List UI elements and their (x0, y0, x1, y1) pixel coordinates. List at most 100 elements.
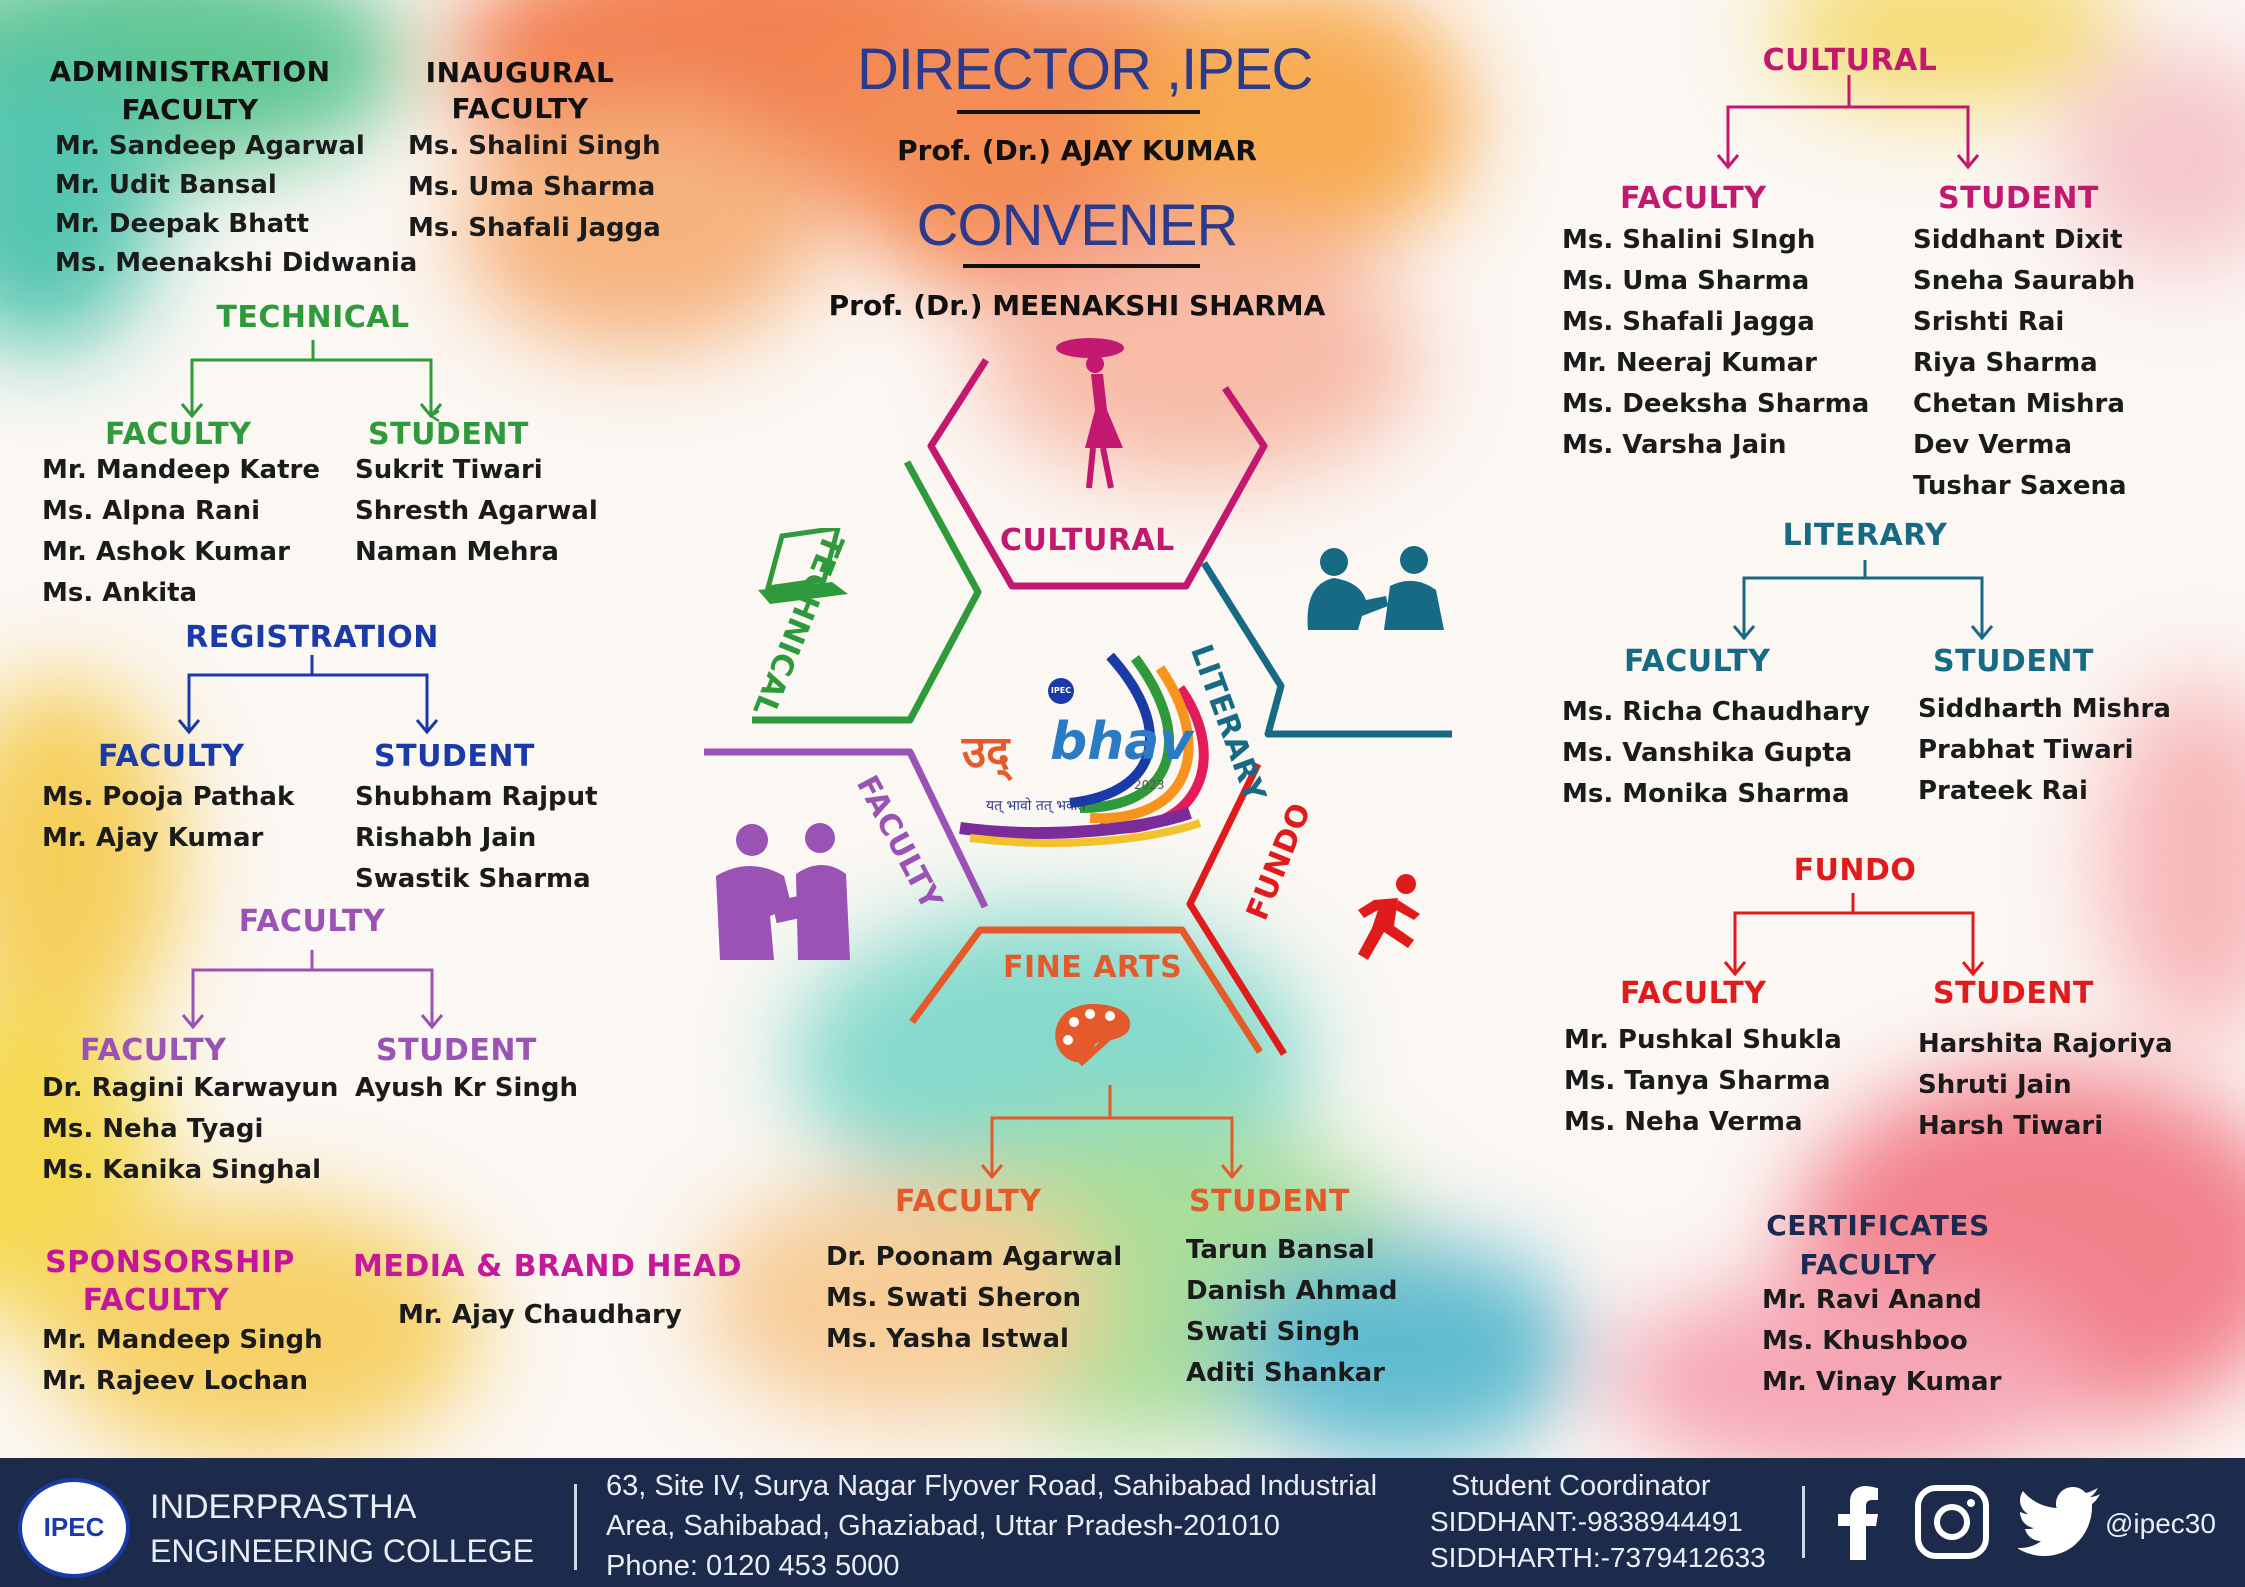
literary-student-list: Siddharth Mishra Prabhat Tiwari Prateek … (1918, 689, 2171, 812)
list-item: Srishti Rai (1913, 307, 2065, 337)
admin-list: Mr. Sandeep Agarwal Mr. Udit Bansal Mr. … (55, 126, 417, 282)
list-item: Mr. Ajay Chaudhary (398, 1300, 682, 1330)
faculty-committee-faculty-list: Dr. Ragini Karwayun Ms. Neha Tyagi Ms. K… (42, 1068, 338, 1191)
cultural-faculty-list: Ms. Shalini SIngh Ms. Uma Sharma Ms. Sha… (1562, 220, 1869, 466)
list-item: Ms. Uma Sharma (1562, 266, 1810, 296)
list-item: Ms. Pooja Pathak (42, 782, 295, 812)
list-item: Mr. Neeraj Kumar (1562, 348, 1817, 378)
list-item: Ms. Khushboo (1762, 1326, 1968, 1356)
list-item: Shubham Rajput (355, 782, 598, 812)
list-item: Mr. Sandeep Agarwal (55, 131, 365, 161)
faculty-committee-student-label: STUDENT (376, 1033, 537, 1068)
facebook-icon[interactable] (1836, 1484, 1880, 1560)
ipec-logo-text: IPEC (43, 1512, 105, 1542)
registration-student-label: STUDENT (374, 739, 535, 774)
fundo-student-label: STUDENT (1933, 976, 2094, 1011)
dancer-icon (1056, 338, 1124, 489)
list-item: Ms. Varsha Jain (1562, 430, 1787, 460)
technical-student-list: Sukrit Tiwari Shresth Agarwal Naman Mehr… (355, 450, 598, 573)
list-item: Ms. Richa Chaudhary (1562, 697, 1870, 727)
fundo-title: FUNDO (1793, 853, 1917, 888)
list-item: Dr. Poonam Agarwal (826, 1242, 1123, 1272)
list-item: Aditi Shankar (1186, 1358, 1385, 1388)
logo-swirl-graphic (959, 652, 1209, 847)
certificates-subtitle: FACULTY (1799, 1248, 1937, 1281)
logo-word-hindi: उद् (962, 727, 1010, 778)
color-splash-background (0, 0, 2245, 1460)
fundo-faculty-label: FACULTY (1620, 976, 1767, 1011)
hex-label-cultural: CULTURAL (1000, 523, 1175, 558)
hex-label-fine-arts: FINE ARTS (1003, 950, 1183, 985)
list-item: Ms. Neha Verma (1564, 1107, 1803, 1137)
registration-faculty-list: Ms. Pooja Pathak Mr. Ajay Kumar (42, 777, 294, 859)
list-item: Siddhant Dixit (1913, 225, 2123, 255)
palette-icon (1055, 1004, 1131, 1067)
list-item: Shruti Jain (1918, 1070, 2072, 1100)
director-title: DIRECTOR ,IPEC (857, 37, 1313, 102)
technical-faculty-list: Mr. Mandeep Katre Ms. Alpna Rani Mr. Ash… (42, 450, 320, 614)
registration-faculty-label: FACULTY (98, 739, 245, 774)
logo-year: 2023 (1134, 778, 1165, 792)
list-item: Sukrit Tiwari (355, 455, 543, 485)
list-item: Mr. Mandeep Singh (42, 1325, 323, 1355)
list-item: Ms. Vanshika Gupta (1562, 738, 1853, 768)
list-item: Swastik Sharma (355, 864, 591, 894)
faculty-committee-student-list: Ayush Kr Singh (355, 1068, 578, 1109)
list-item: Ms. Neha Tyagi (42, 1114, 264, 1144)
college-name-line2: ENGINEERING COLLEGE (150, 1533, 535, 1569)
address-line1: 63, Site IV, Surya Nagar Flyover Road, S… (606, 1470, 1378, 1502)
faculty-committee-faculty-label: FACULTY (80, 1033, 227, 1068)
media-list: Mr. Ajay Chaudhary (398, 1295, 682, 1336)
list-item: Dev Verma (1913, 430, 2073, 460)
technical-student-label: STUDENT (368, 417, 529, 452)
coordinator-1: SIDDHANT:-9838944491 (1430, 1506, 1743, 1537)
list-item: Ms. Shafali Jagga (1562, 307, 1815, 337)
list-item: Ms. Alpna Rani (42, 496, 261, 526)
logo-tagline: यत् भावो तत् भवति (986, 798, 1086, 814)
list-item: Ms. Shafali Jagga (408, 213, 661, 243)
inaugural-list: Ms. Shalini Singh Ms. Uma Sharma Ms. Sha… (408, 126, 661, 249)
list-item: Mr. Udit Bansal (55, 170, 277, 200)
list-item: Rishabh Jain (355, 823, 537, 853)
cultural-student-list: Siddhant Dixit Sneha Saurabh Srishti Rai… (1913, 220, 2135, 507)
technical-title: TECHNICAL (216, 300, 410, 335)
literary-faculty-label: FACULTY (1624, 644, 1771, 679)
list-item: Riya Sharma (1913, 348, 2098, 378)
list-item: Ms. Tanya Sharma (1564, 1066, 1831, 1096)
list-item: Siddharth Mishra (1918, 694, 2171, 724)
phone-number: Phone: 0120 453 5000 (606, 1550, 900, 1582)
sponsorship-title: SPONSORSHIP (45, 1245, 295, 1280)
fine-arts-faculty-label: FACULTY (895, 1184, 1042, 1219)
list-item: Mr. Mandeep Katre (42, 455, 320, 485)
cultural-student-label: STUDENT (1938, 181, 2099, 216)
list-item: Ms. Deeksha Sharma (1562, 389, 1870, 419)
registration-title: REGISTRATION (185, 620, 439, 655)
faculty-committee-title: FACULTY (238, 904, 386, 939)
instagram-icon[interactable] (1914, 1484, 1990, 1560)
logo-badge: IPEC (1048, 678, 1074, 704)
social-handle[interactable]: @ipec30 (2105, 1508, 2216, 1539)
fine-arts-faculty-list: Dr. Poonam Agarwal Ms. Swati Sheron Ms. … (826, 1237, 1122, 1360)
list-item: Mr. Vinay Kumar (1762, 1367, 2002, 1397)
business-people-icon (716, 823, 850, 960)
list-item: Ms. Kanika Singhal (42, 1155, 322, 1185)
list-item: Harsh Tiwari (1918, 1111, 2104, 1141)
list-item: Ms. Ankita (42, 578, 198, 608)
twitter-icon[interactable] (2018, 1486, 2102, 1556)
convener-title: CONVENER (916, 193, 1239, 258)
list-item: Ms. Monika Sharma (1562, 779, 1850, 809)
admin-subtitle: FACULTY (121, 93, 259, 126)
director-name: Prof. (Dr.) AJAY KUMAR (897, 134, 1257, 167)
list-item: Dr. Ragini Karwayun (42, 1073, 339, 1103)
literary-student-label: STUDENT (1933, 644, 2094, 679)
certificates-list: Mr. Ravi Anand Ms. Khushboo Mr. Vinay Ku… (1762, 1280, 2001, 1403)
list-item: Ayush Kr Singh (355, 1073, 578, 1103)
list-item: Ms. Shalini Singh (408, 131, 661, 161)
fine-arts-student-label: STUDENT (1189, 1184, 1350, 1219)
list-item: Swati Singh (1186, 1317, 1360, 1347)
convener-name: Prof. (Dr.) MEENAKSHI SHARMA (828, 289, 1326, 322)
list-item: Mr. Pushkal Shukla (1564, 1025, 1842, 1055)
list-item: Ms. Uma Sharma (408, 172, 656, 202)
coordinator-title: Student Coordinator (1451, 1470, 1711, 1502)
footer-divider (574, 1484, 577, 1570)
